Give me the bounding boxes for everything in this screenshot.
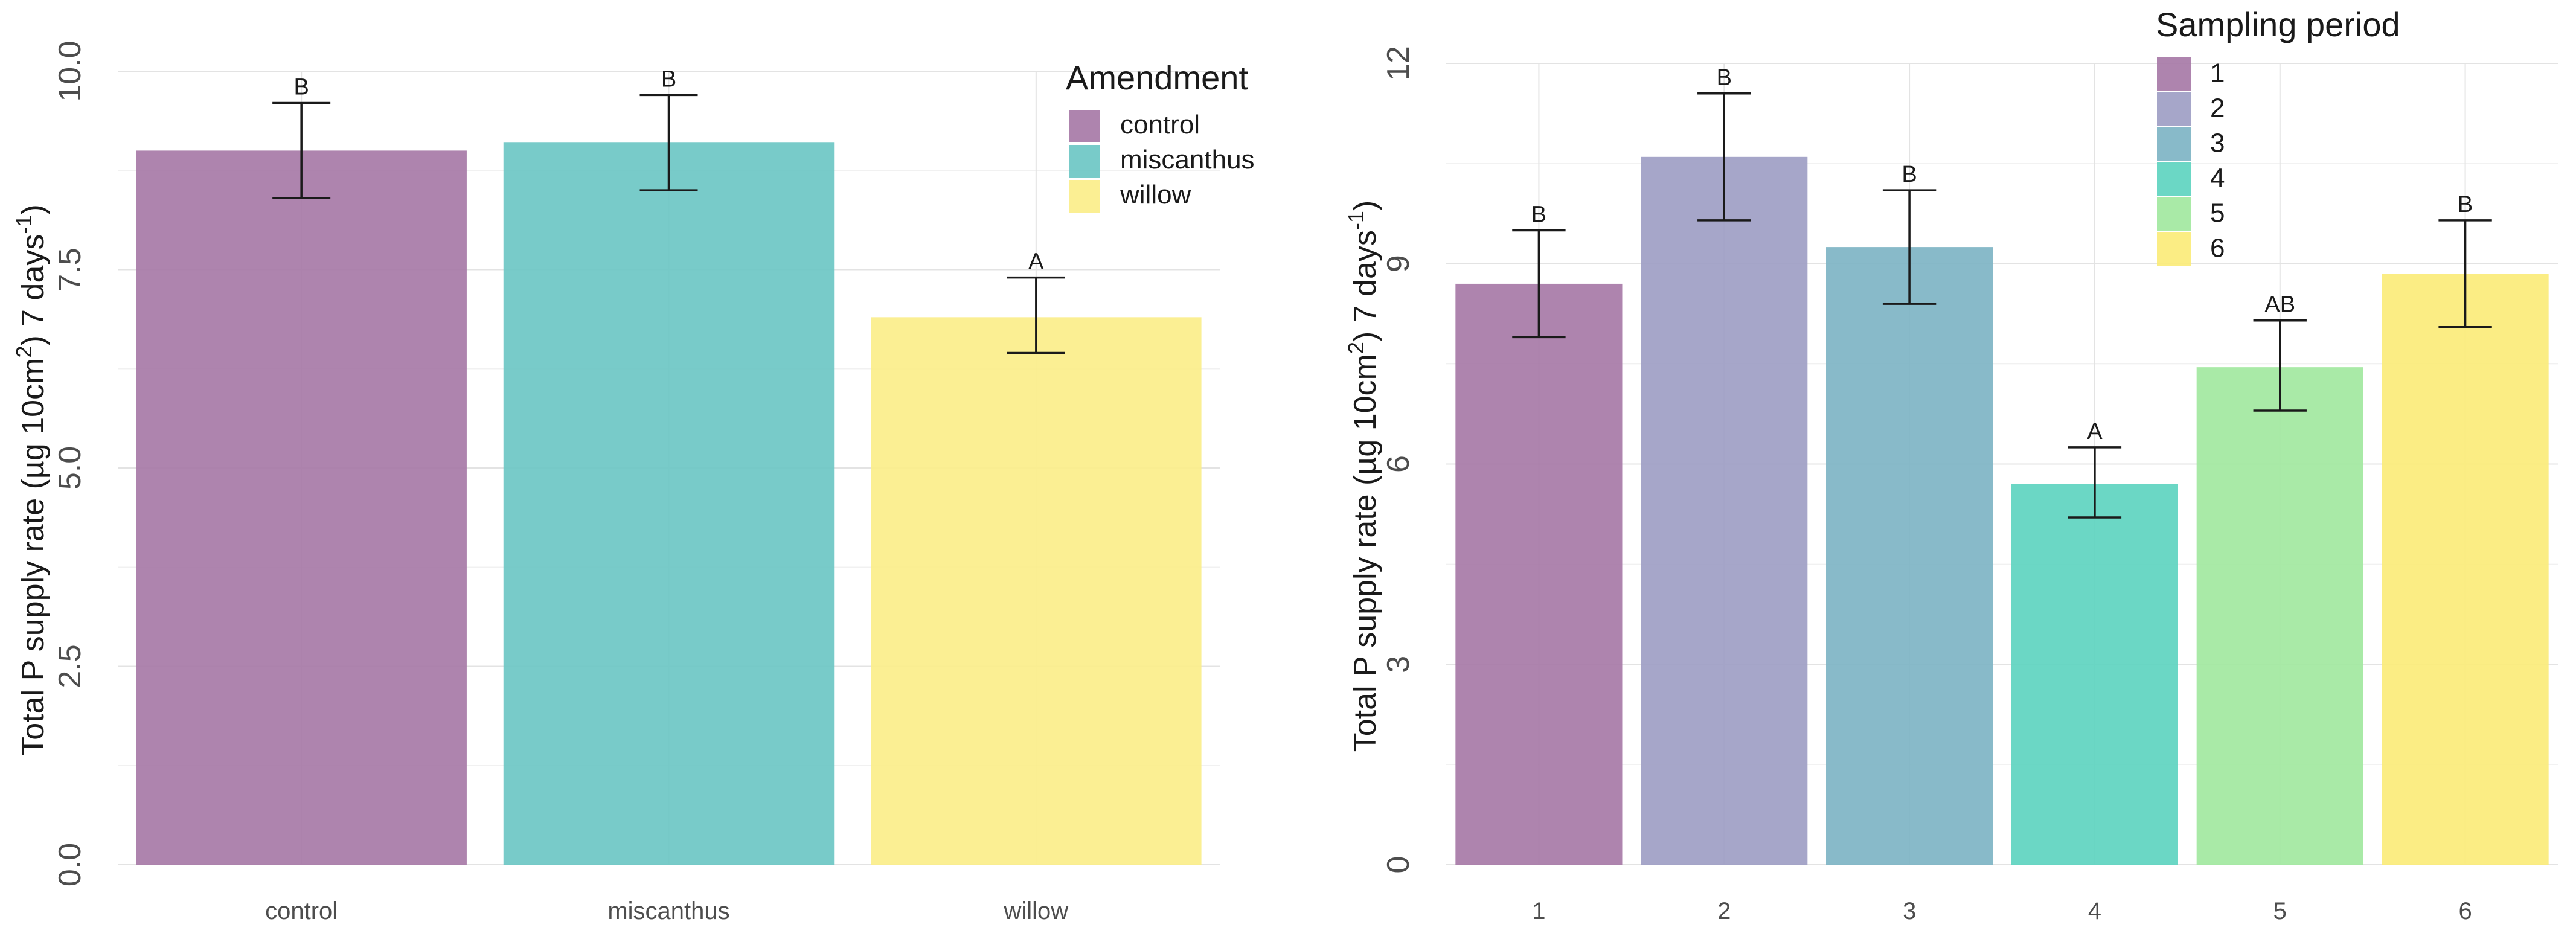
legend-swatch [2157, 57, 2191, 91]
legend-swatch [2157, 127, 2191, 161]
x-tick-label: 6 [2458, 898, 2472, 924]
significance-label: B [1902, 162, 1917, 187]
bar-5 [2196, 367, 2363, 865]
x-tick-label: 3 [1903, 898, 1916, 924]
legend-swatch [2157, 232, 2191, 266]
bar-miscanthus [503, 142, 835, 865]
x-tick-labels: control miscanthus willow [265, 898, 1068, 924]
legend-swatch [1069, 180, 1100, 213]
y-tick-labels: 0 3 6 9 12 [1381, 46, 1416, 873]
legend-title: Sampling period [2156, 5, 2400, 43]
y-axis-label-sup1: 2 [11, 346, 36, 358]
bar-control [136, 150, 467, 865]
legend-swatch [2157, 197, 2191, 231]
error-bar-control [272, 101, 331, 199]
significance-labels: B B A [293, 66, 1044, 274]
bar-6 [2382, 274, 2549, 865]
legend-swatch [2157, 162, 2191, 196]
y-axis-label-sup2: -1 [11, 215, 36, 234]
legend-swatch [1069, 110, 1100, 142]
bar-willow [871, 317, 1202, 865]
y-tick-label: 6 [1381, 455, 1416, 473]
y-tick-label: 0.0 [53, 843, 88, 886]
y-axis-label-end: ) [16, 204, 51, 214]
y-tick-label: 5.0 [53, 446, 88, 490]
legend-label: 6 [2210, 233, 2225, 263]
x-tick-label: 1 [1532, 898, 1545, 924]
bar-2 [1641, 156, 1808, 865]
significance-label: AB [2264, 292, 2295, 318]
y-axis-label-mid: ) 7 days [16, 234, 51, 346]
legend-label: 1 [2210, 58, 2225, 88]
y-axis-label-main: Total P supply rate (µg 10cm [16, 358, 51, 756]
legend-swatch [2157, 92, 2191, 126]
legend: Sampling period 1 2 3 4 5 6 [2156, 5, 2400, 266]
y-tick-label: 0 [1381, 856, 1416, 874]
y-tick-label: 12 [1381, 46, 1416, 81]
significance-label: B [1531, 202, 1546, 227]
legend: Amendment control miscanthus willow [1066, 59, 1255, 213]
error-bar-3 [1882, 189, 1937, 305]
y-axis-label-sup1: 2 [1344, 342, 1368, 354]
x-tick-labels: 1 2 3 4 5 6 [1532, 898, 2472, 924]
error-bar-1 [1512, 229, 1566, 339]
legend-swatch [1069, 145, 1100, 178]
x-tick-label: miscanthus [607, 898, 729, 924]
y-axis-label: Total P supply rate (µg 10cm2) 7 days-1) [1344, 200, 1383, 752]
error-bars [272, 94, 1065, 354]
x-tick-label: control [265, 898, 338, 924]
y-axis-label-sup2: -1 [1344, 211, 1368, 230]
y-tick-labels: 0.0 2.5 5.0 7.5 10.0 [53, 40, 88, 886]
significance-label: A [1028, 249, 1044, 275]
error-bar-miscanthus [639, 94, 698, 191]
bars [136, 142, 1202, 865]
x-tick-label: willow [1003, 898, 1068, 924]
y-tick-label: 10.0 [53, 40, 88, 101]
error-bar-2 [1697, 92, 1751, 222]
bars [1455, 156, 2549, 865]
significance-label: B [293, 75, 309, 100]
legend-label: 4 [2210, 163, 2225, 193]
error-bar-willow [1007, 276, 1065, 354]
bar-1 [1455, 283, 1623, 865]
error-bar-5 [2253, 319, 2307, 412]
x-tick-label: 5 [2273, 898, 2287, 924]
legend-label: miscanthus [1120, 145, 1255, 175]
significance-label: B [2458, 192, 2473, 217]
y-tick-label: 9 [1381, 255, 1416, 272]
y-tick-label: 3 [1381, 656, 1416, 673]
bar-4 [2011, 484, 2178, 865]
x-tick-label: 2 [1717, 898, 1731, 924]
y-tick-label: 7.5 [53, 248, 88, 291]
bar-3 [1826, 247, 1993, 865]
significance-label: B [661, 66, 676, 92]
y-axis-label: Total P supply rate (µg 10cm2) 7 days-1) [11, 204, 51, 755]
y-axis-label-end: ) [1348, 200, 1383, 211]
amendment-chart: B B A 0.0 2.5 5.0 7.5 10.0 control miscanthus wi… [11, 40, 1255, 924]
significance-label: B [1717, 65, 1732, 91]
y-axis-label-mid: ) 7 days [1348, 230, 1383, 342]
legend-label: control [1120, 110, 1200, 139]
legend-label: 5 [2210, 198, 2225, 228]
error-bars [1512, 92, 2492, 519]
legend-label: willow [1120, 180, 1191, 210]
error-bar-6 [2438, 219, 2492, 328]
significance-label: A [2087, 419, 2103, 444]
y-axis-label-main: Total P supply rate (µg 10cm [1348, 354, 1383, 752]
legend-label: 2 [2210, 93, 2225, 123]
x-tick-label: 4 [2088, 898, 2101, 924]
error-bar-4 [2068, 446, 2122, 519]
legend-label: 3 [2210, 128, 2225, 158]
y-tick-label: 2.5 [53, 644, 88, 688]
significance-labels: B B B A AB B [1531, 65, 2473, 444]
legend-title: Amendment [1066, 59, 1248, 97]
